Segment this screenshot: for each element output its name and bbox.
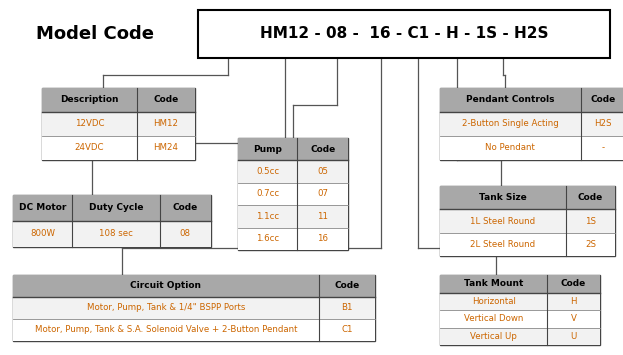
Text: Model Code: Model Code bbox=[36, 25, 154, 43]
Text: H2S: H2S bbox=[594, 120, 612, 129]
Bar bbox=[42, 88, 195, 112]
Bar bbox=[13, 195, 211, 221]
Text: 1S: 1S bbox=[585, 217, 596, 225]
Text: -: - bbox=[601, 143, 604, 153]
Text: Circuit Option: Circuit Option bbox=[130, 282, 201, 290]
Bar bbox=[440, 275, 600, 345]
Text: Code: Code bbox=[578, 193, 603, 202]
Bar bbox=[13, 275, 375, 297]
Bar bbox=[440, 112, 623, 136]
Bar bbox=[440, 310, 600, 328]
Text: 1L Steel Round: 1L Steel Round bbox=[470, 217, 536, 225]
Text: Code: Code bbox=[153, 95, 179, 104]
Text: Motor, Pump, Tank & 1/4" BSPP Ports: Motor, Pump, Tank & 1/4" BSPP Ports bbox=[87, 304, 245, 312]
Bar bbox=[13, 195, 211, 247]
Text: V: V bbox=[571, 314, 576, 323]
Bar bbox=[440, 209, 615, 233]
Bar bbox=[238, 160, 348, 183]
Bar bbox=[198, 10, 610, 58]
Bar bbox=[13, 275, 375, 341]
Text: Duty Cycle: Duty Cycle bbox=[88, 203, 143, 213]
Text: DC Motor: DC Motor bbox=[19, 203, 67, 213]
Text: HM12 - 08 -  16 - C1 - H - 1S - H2S: HM12 - 08 - 16 - C1 - H - 1S - H2S bbox=[260, 27, 548, 42]
Text: 16: 16 bbox=[317, 234, 328, 243]
Bar bbox=[440, 88, 623, 160]
Bar bbox=[13, 297, 375, 319]
Text: 05: 05 bbox=[317, 167, 328, 176]
Text: 24VDC: 24VDC bbox=[75, 143, 104, 153]
Text: 0.5cc: 0.5cc bbox=[256, 167, 279, 176]
Text: Motor, Pump, Tank & S.A. Solenoid Valve + 2-Button Pendant: Motor, Pump, Tank & S.A. Solenoid Valve … bbox=[35, 326, 297, 334]
Text: Code: Code bbox=[590, 95, 616, 104]
Text: U: U bbox=[571, 332, 577, 341]
Text: 0.7cc: 0.7cc bbox=[256, 190, 279, 198]
Text: 2-Button Single Acting: 2-Button Single Acting bbox=[462, 120, 559, 129]
Bar bbox=[440, 136, 623, 160]
Text: 08: 08 bbox=[180, 229, 191, 239]
Bar bbox=[440, 293, 600, 310]
Text: Code: Code bbox=[173, 203, 198, 213]
Bar bbox=[42, 112, 195, 136]
Text: 12VDC: 12VDC bbox=[75, 120, 104, 129]
Text: Description: Description bbox=[60, 95, 118, 104]
Bar bbox=[13, 319, 375, 341]
Text: 108 sec: 108 sec bbox=[99, 229, 133, 239]
Text: B1: B1 bbox=[341, 304, 353, 312]
Bar bbox=[238, 183, 348, 205]
Text: 2L Steel Round: 2L Steel Round bbox=[470, 240, 536, 249]
Text: 1.1cc: 1.1cc bbox=[256, 212, 279, 221]
Bar bbox=[42, 136, 195, 160]
Bar bbox=[440, 328, 600, 345]
Bar bbox=[440, 233, 615, 256]
Bar bbox=[238, 228, 348, 250]
Text: 07: 07 bbox=[317, 190, 328, 198]
Text: Code: Code bbox=[310, 145, 335, 154]
Bar bbox=[440, 88, 623, 112]
Text: Pump: Pump bbox=[254, 145, 282, 154]
Text: H: H bbox=[570, 297, 577, 306]
Bar bbox=[13, 221, 211, 247]
Text: 2S: 2S bbox=[585, 240, 596, 249]
Text: Code: Code bbox=[335, 282, 359, 290]
Text: Horizontal: Horizontal bbox=[472, 297, 516, 306]
Text: Vertical Down: Vertical Down bbox=[464, 314, 523, 323]
Text: Tank Mount: Tank Mount bbox=[464, 279, 523, 288]
Text: Vertical Up: Vertical Up bbox=[470, 332, 517, 341]
Text: Tank Size: Tank Size bbox=[479, 193, 527, 202]
Bar bbox=[440, 186, 615, 256]
Text: Code: Code bbox=[561, 279, 586, 288]
Bar bbox=[440, 275, 600, 293]
Text: 1.6cc: 1.6cc bbox=[256, 234, 279, 243]
Text: 800W: 800W bbox=[30, 229, 55, 239]
Bar bbox=[238, 138, 348, 160]
Bar bbox=[238, 138, 348, 250]
Text: HM12: HM12 bbox=[153, 120, 178, 129]
Bar bbox=[42, 88, 195, 160]
Text: C1: C1 bbox=[341, 326, 353, 334]
Text: Pendant Controls: Pendant Controls bbox=[466, 95, 554, 104]
Text: HM24: HM24 bbox=[153, 143, 178, 153]
Bar bbox=[238, 205, 348, 228]
Text: No Pendant: No Pendant bbox=[485, 143, 535, 153]
Bar bbox=[440, 186, 615, 209]
Text: 11: 11 bbox=[317, 212, 328, 221]
